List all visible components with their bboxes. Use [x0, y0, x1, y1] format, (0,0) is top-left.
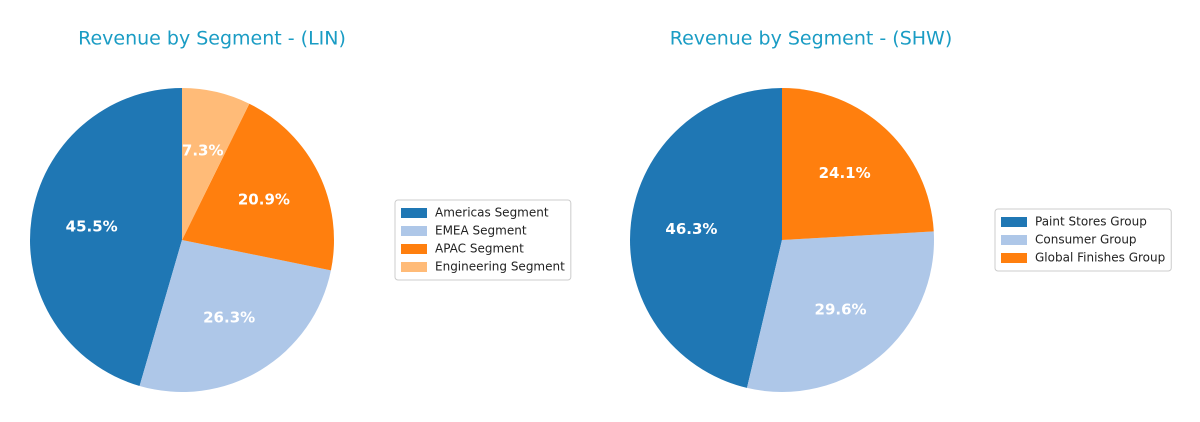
slice-label: 24.1% — [819, 164, 871, 182]
slice-label: 46.3% — [665, 220, 717, 238]
chart: Revenue by Segment - (SHW) 46.3% 29.6% 24.1… — [629, 28, 1172, 392]
legend-swatch — [1001, 253, 1027, 263]
pie-slice — [182, 103, 334, 271]
legend: Paint Stores Group Consumer Group Global F… — [994, 208, 1172, 272]
pie-slice — [629, 88, 782, 388]
legend-swatch — [401, 226, 427, 236]
legend-frame — [994, 208, 1172, 272]
pie-slice — [182, 88, 250, 240]
pie-slice — [746, 231, 934, 392]
legend-swatch — [1001, 217, 1027, 227]
pie-slice — [29, 88, 182, 386]
legend-label: Engineering Segment — [435, 260, 565, 274]
legend-label: Consumer Group — [1035, 233, 1137, 247]
legend-label: Americas Segment — [435, 206, 549, 220]
legend-swatch — [401, 262, 427, 272]
legend-swatch — [1001, 235, 1027, 245]
chart: Revenue by Segment - (LIN) 45.5% 26.3% 20.9… — [29, 28, 572, 393]
legend-label: APAC Segment — [435, 242, 524, 256]
legend-frame — [394, 199, 572, 281]
legend-label: Paint Stores Group — [1035, 215, 1147, 229]
slice-label: 20.9% — [238, 190, 290, 208]
legend-label: Global Finishes Group — [1035, 251, 1165, 265]
slice-label: 7.3% — [182, 142, 224, 160]
legend: Americas Segment EMEA Segment APAC Segment… — [394, 199, 572, 281]
legend-label: EMEA Segment — [435, 224, 527, 238]
chart-title: Revenue by Segment - (SHW) — [670, 28, 953, 50]
slice-label: 26.3% — [203, 309, 255, 327]
legend-swatch — [401, 244, 427, 254]
slice-label: 29.6% — [815, 300, 867, 318]
legend-swatch — [401, 208, 427, 218]
chart-title: Revenue by Segment - (LIN) — [78, 28, 346, 50]
pie-slice — [782, 88, 934, 240]
slice-label: 45.5% — [66, 218, 118, 236]
pie-slice — [139, 240, 331, 393]
